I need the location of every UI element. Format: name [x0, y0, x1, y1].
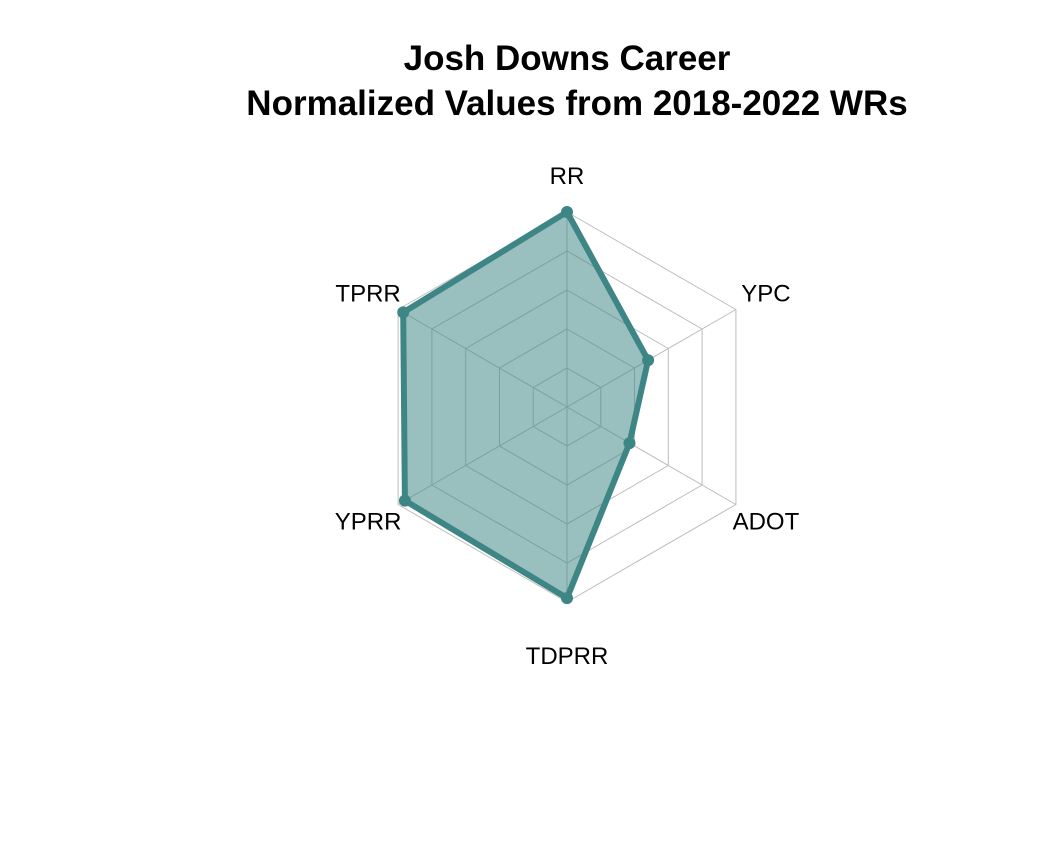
data-point-tprr — [397, 306, 410, 319]
axis-label-rr: RR — [550, 163, 585, 190]
axis-labels: RR YPC ADOT TDPRR YPRR TPRR — [335, 163, 800, 670]
data-point-rr — [561, 206, 573, 218]
axis-label-ypc: YPC — [741, 281, 790, 308]
axis-label-tdprr: TDPRR — [526, 643, 609, 670]
radar-series — [397, 206, 655, 605]
data-point-adot — [623, 437, 636, 450]
axis-label-tprr: TPRR — [335, 281, 400, 308]
series-area — [400, 209, 652, 602]
axis-label-adot: ADOT — [733, 509, 800, 536]
chart-title-line-1: Josh Downs Career — [404, 39, 731, 78]
data-point-yprr — [398, 494, 411, 507]
data-point-ypc — [642, 354, 655, 367]
chart-title-line-2: Normalized Values from 2018-2022 WRs — [246, 84, 907, 123]
data-point-tdprr — [561, 592, 573, 605]
axis-label-yprr: YPRR — [335, 509, 402, 536]
